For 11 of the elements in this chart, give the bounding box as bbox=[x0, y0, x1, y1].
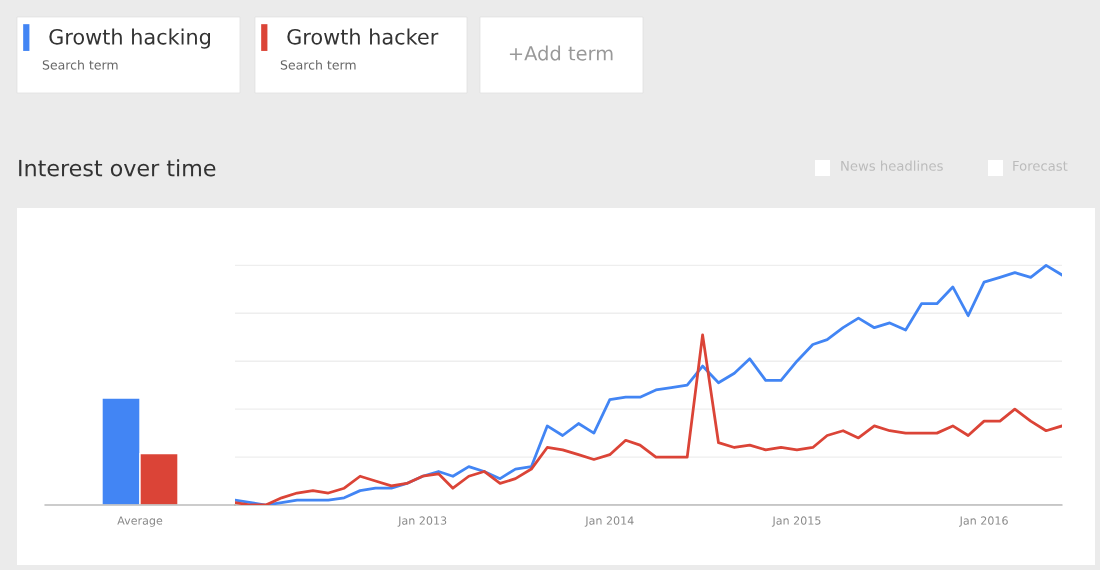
legend-label: Growth hacking bbox=[49, 28, 210, 49]
text: +Add term bbox=[509, 45, 613, 61]
chart-title: Interest over time bbox=[19, 159, 216, 177]
x-tick-label: Average bbox=[117, 516, 163, 527]
x-tick-label: Jan 2016 bbox=[959, 516, 1008, 527]
x-tick-label: Jan 2014 bbox=[584, 516, 634, 527]
legend-label: Growth hacker bbox=[287, 28, 439, 45]
text: Search term bbox=[42, 59, 118, 70]
x-tick-label: Jan 2015 bbox=[771, 516, 821, 527]
x-tick-label: Jan 2013 bbox=[397, 516, 447, 527]
text: Search term bbox=[280, 59, 356, 70]
